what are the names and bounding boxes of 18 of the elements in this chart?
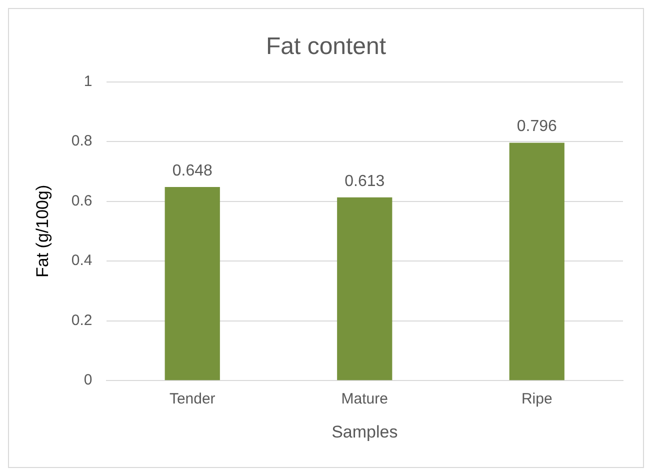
bar xyxy=(164,186,220,380)
x-tick-label: Ripe xyxy=(521,390,552,408)
x-tick-label: Mature xyxy=(341,390,388,408)
bar xyxy=(337,197,392,380)
y-tick-label: 0.4 xyxy=(71,252,92,270)
data-label: 0.648 xyxy=(172,162,212,180)
y-tick-label: 0.6 xyxy=(71,192,92,210)
data-label: 0.613 xyxy=(344,172,385,190)
x-axis-title: Samples xyxy=(332,422,398,442)
y-tick-label: 0.2 xyxy=(71,312,92,329)
bar xyxy=(509,142,564,380)
y-tick-label: 1 xyxy=(84,72,92,90)
x-tick-label: Tender xyxy=(169,390,216,408)
y-tick-label: 0 xyxy=(84,372,92,389)
chart-title: Fat content xyxy=(266,33,386,60)
y-axis-title: Fat (g/100g) xyxy=(32,184,52,278)
data-label: 0.796 xyxy=(516,118,557,136)
y-tick-label: 0.8 xyxy=(71,132,92,150)
